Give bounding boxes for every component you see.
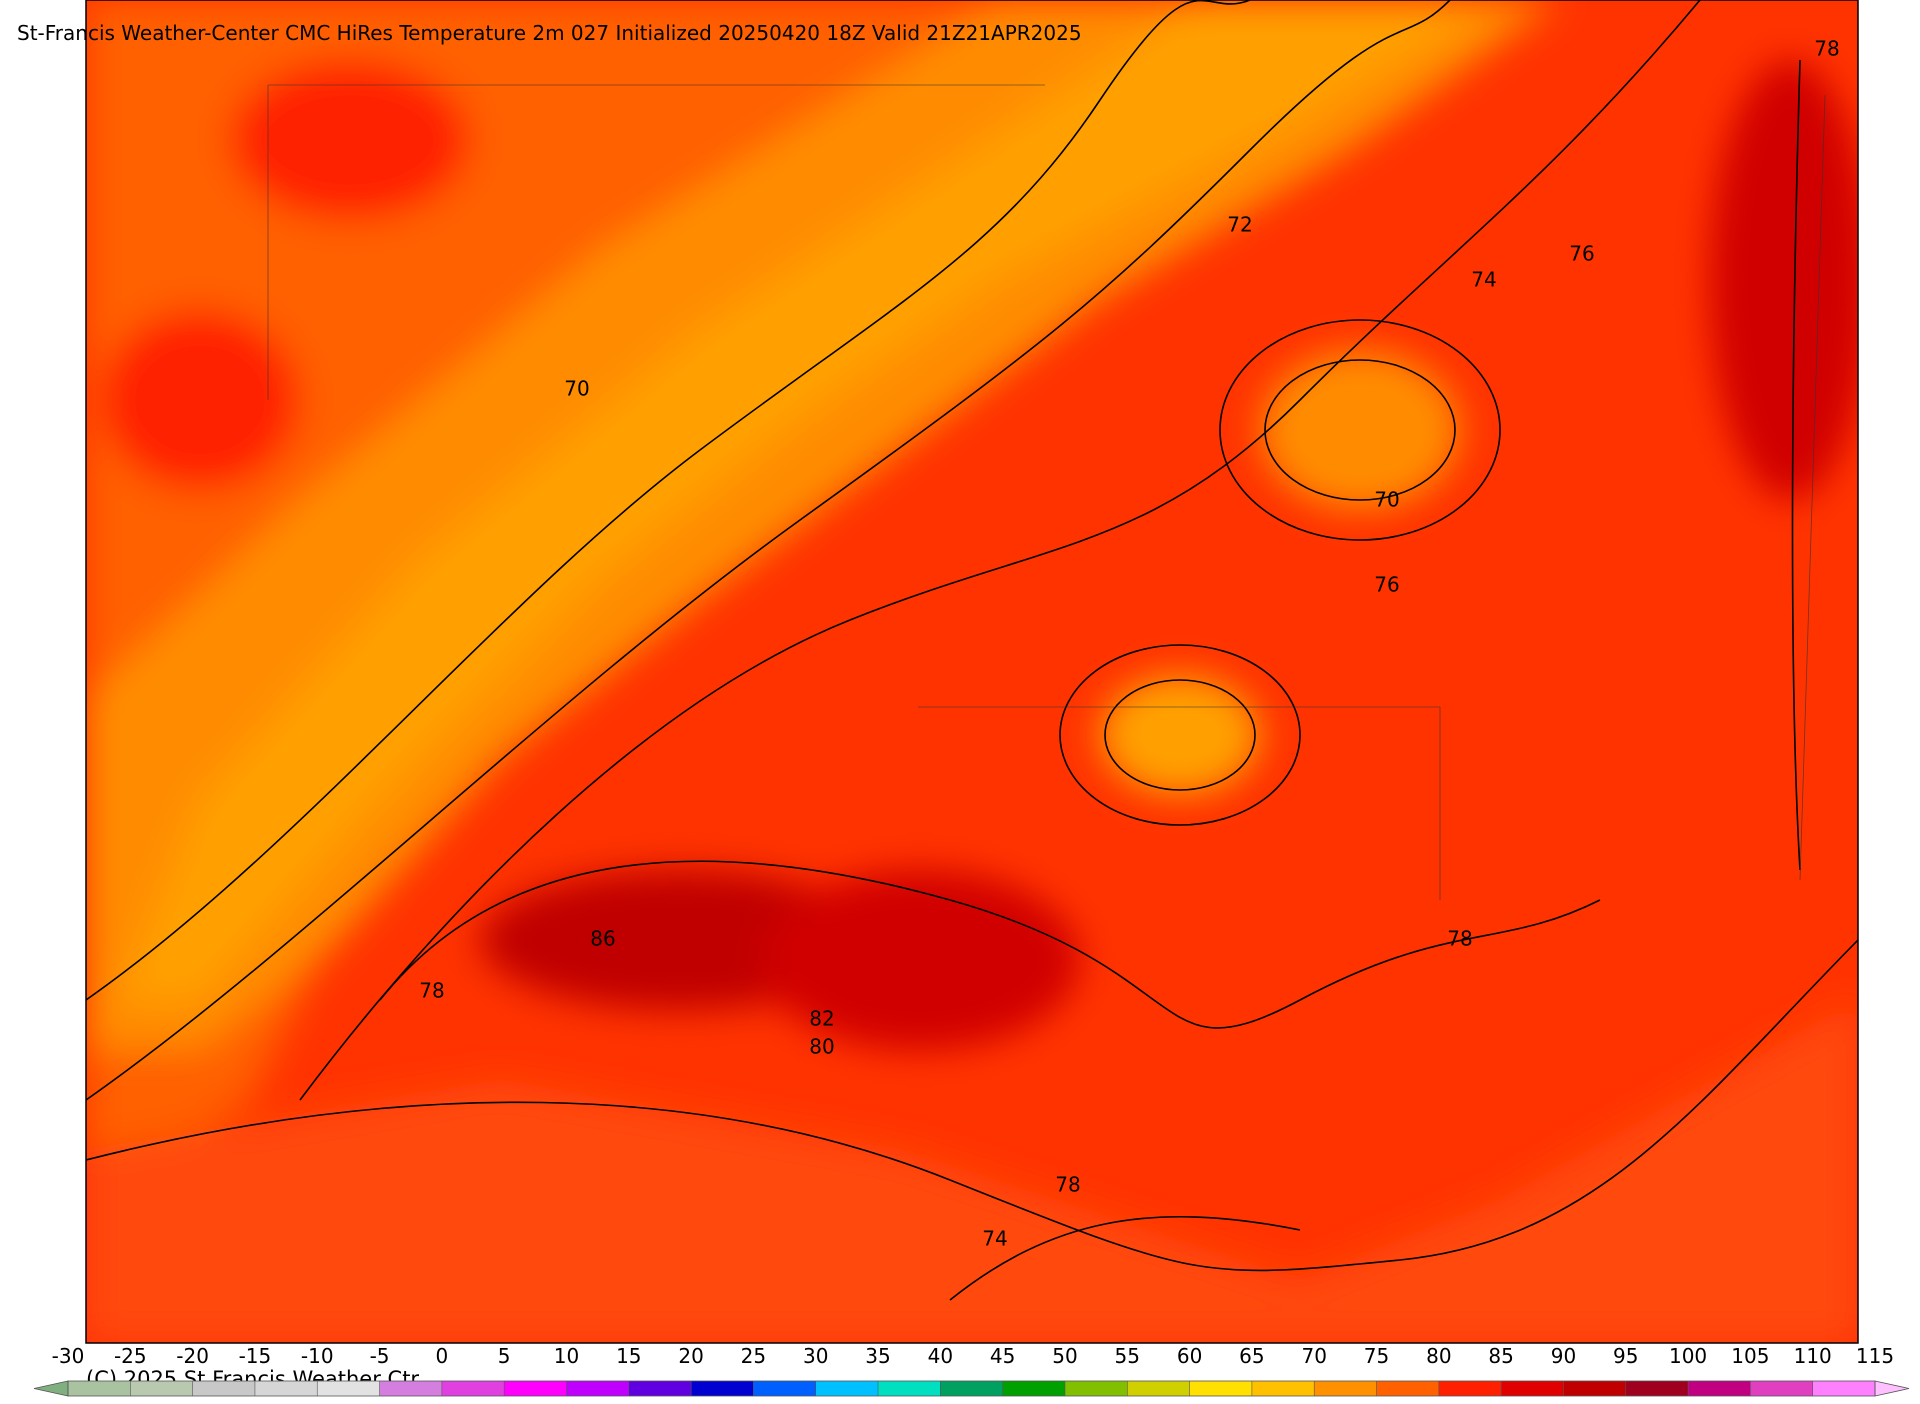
contour-label: 74: [1471, 268, 1496, 292]
colorbar-swatch: [940, 1381, 1003, 1396]
contour-label: 76: [1569, 242, 1594, 266]
colorbar-tick-label: -20: [176, 1344, 209, 1368]
colorbar-swatch: [1812, 1381, 1875, 1396]
colorbar-swatch: [68, 1381, 131, 1396]
colorbar-tick-label: 100: [1669, 1344, 1707, 1368]
colorbar-swatch: [1501, 1381, 1564, 1396]
colorbar-tick-label: 85: [1488, 1344, 1513, 1368]
contour-label: 78: [1447, 927, 1472, 951]
contour-label: 86: [590, 927, 615, 951]
colorbar-tick-label: 5: [498, 1344, 511, 1368]
colorbar-tick-label: 30: [803, 1344, 828, 1368]
colorbar-under: [33, 1380, 69, 1397]
colorbar-tick-label: 60: [1177, 1344, 1202, 1368]
contour-label: 78: [419, 979, 444, 1003]
colorbar-swatch: [1251, 1381, 1315, 1396]
colorbar-tick-label: 25: [741, 1344, 766, 1368]
colorbar-tick-label: 110: [1794, 1344, 1832, 1368]
map-title: St-Francis Weather-Center CMC HiRes Temp…: [17, 21, 1082, 45]
colorbar-tick-label: 95: [1613, 1344, 1638, 1368]
colorbar-over: [1874, 1380, 1910, 1397]
colorbar-swatch: [1688, 1381, 1751, 1396]
colorbar-tick-label: 90: [1551, 1344, 1576, 1368]
colorbar-swatch: [1002, 1381, 1065, 1396]
colorbar-tick-label: -15: [239, 1344, 272, 1368]
colorbar-tick-label: -25: [114, 1344, 147, 1368]
colorbar-tick-label: 55: [1115, 1344, 1140, 1368]
colorbar-swatch: [317, 1381, 380, 1396]
colorbar-tick-label: 65: [1239, 1344, 1264, 1368]
contour-label: 70: [1374, 488, 1399, 512]
colorbar-swatch: [1189, 1381, 1252, 1396]
colorbar-swatch: [1563, 1381, 1626, 1396]
colorbar-swatch: [1750, 1381, 1813, 1396]
colorbar-swatch: [441, 1381, 505, 1396]
colorbar-tick-label: -30: [52, 1344, 85, 1368]
colorbar-tick-label: 70: [1301, 1344, 1326, 1368]
colorbar-swatch: [878, 1381, 941, 1396]
colorbar-swatch: [1314, 1381, 1377, 1396]
contour-label: 72: [1227, 213, 1252, 237]
colorbar-tick-label: 35: [865, 1344, 890, 1368]
colorbar-tick-label: -5: [370, 1344, 390, 1368]
contour-label: 70: [564, 377, 589, 401]
colorbar-tick-label: 75: [1364, 1344, 1389, 1368]
map-frame: [85, 0, 1859, 1344]
colorbar-swatch: [1625, 1381, 1689, 1396]
colorbar-swatch: [130, 1381, 193, 1396]
colorbar-swatch: [1376, 1381, 1439, 1396]
colorbar-swatch: [815, 1381, 879, 1396]
colorbar-swatch: [254, 1381, 318, 1396]
contour-label: 76: [1374, 573, 1399, 597]
colorbar-swatch: [628, 1381, 692, 1396]
colorbar-swatch: [1438, 1381, 1502, 1396]
colorbar-tick-label: 15: [616, 1344, 641, 1368]
colorbar-swatch: [379, 1381, 442, 1396]
colorbar-swatch: [691, 1381, 754, 1396]
colorbar-swatch: [1127, 1381, 1190, 1396]
colorbar-tick-label: 50: [1052, 1344, 1077, 1368]
colorbar-tick-label: 80: [1426, 1344, 1451, 1368]
borders: [267, 84, 1826, 900]
colorbar-tick-label: 10: [554, 1344, 579, 1368]
colorbar-tick-label: -10: [301, 1344, 334, 1368]
colorbar-tick-label: 0: [435, 1344, 448, 1368]
contour-label: 78: [1055, 1173, 1080, 1197]
colorbar-tick-label: 45: [990, 1344, 1015, 1368]
colorbar-swatch: [566, 1381, 629, 1396]
colorbar-tick-label: 20: [678, 1344, 703, 1368]
colorbar-tick-label: 40: [928, 1344, 953, 1368]
colorbar-swatch: [192, 1381, 255, 1396]
contours: [86, 0, 1858, 1301]
colorbar-swatch: [504, 1381, 567, 1396]
colorbar-swatch: [753, 1381, 816, 1396]
contour-label: 78: [1814, 37, 1839, 61]
contour-label: 80: [809, 1035, 834, 1059]
colorbar-tick-label: 115: [1856, 1344, 1894, 1368]
contour-label: 82: [809, 1007, 834, 1031]
contour-label: 74: [982, 1227, 1007, 1251]
temperature-field: [86, 0, 1858, 1343]
colorbar-swatch: [1064, 1381, 1128, 1396]
colorbar-tick-label: 105: [1731, 1344, 1769, 1368]
